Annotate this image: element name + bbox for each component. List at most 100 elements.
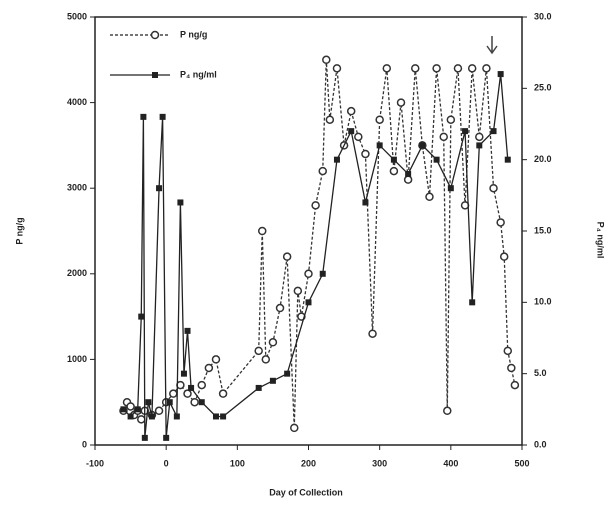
data-point <box>154 406 164 416</box>
data-point <box>183 389 192 398</box>
data-point <box>510 380 520 390</box>
data-point <box>396 98 406 107</box>
data-point <box>184 327 191 334</box>
data-point <box>254 346 263 356</box>
data-point <box>268 338 278 347</box>
data-point <box>218 389 228 398</box>
plot-frame <box>94 16 523 446</box>
x-axis-label: Day of Collection <box>269 487 343 497</box>
data-point <box>332 64 342 73</box>
data-point <box>503 346 513 356</box>
data-point <box>126 402 135 411</box>
data-point <box>141 434 148 441</box>
data-point <box>433 156 440 163</box>
data-point <box>497 71 504 78</box>
y-tick-label: 5000 <box>67 11 87 21</box>
x-tick-label: 0 <box>164 458 169 468</box>
data-point <box>134 406 141 413</box>
data-point <box>318 166 327 176</box>
data-point <box>368 329 377 338</box>
y-tick-label: 0 <box>82 439 87 449</box>
data-point <box>411 64 420 73</box>
data-point <box>169 389 178 398</box>
data-point <box>476 142 483 149</box>
data-point <box>190 397 199 407</box>
data-point <box>282 252 292 261</box>
data-point <box>304 269 313 279</box>
y-axis-label: P ng/g <box>14 217 24 244</box>
data-point <box>432 64 441 73</box>
x-tick-label: 100 <box>230 458 245 468</box>
y2-tick-label: 0.0 <box>534 439 547 449</box>
data-point <box>376 142 383 149</box>
data-point <box>140 113 147 120</box>
data-point <box>425 192 434 202</box>
arrow-annotation <box>486 36 498 55</box>
data-point <box>305 299 312 306</box>
data-point <box>333 156 340 163</box>
data-point <box>446 115 456 124</box>
data-point <box>447 185 454 192</box>
data-point <box>405 170 412 177</box>
data-point <box>188 384 195 391</box>
data-point <box>275 303 285 313</box>
data-point <box>159 113 166 120</box>
data-point <box>390 156 397 163</box>
data-point <box>173 413 180 420</box>
data-point <box>439 132 448 142</box>
data-point <box>443 406 452 416</box>
data-point <box>257 226 267 236</box>
data-point <box>467 64 477 73</box>
data-point <box>507 363 516 373</box>
data-point <box>490 128 497 135</box>
data-point <box>220 413 227 420</box>
x-tick-label: 200 <box>301 458 316 468</box>
data-point <box>148 413 155 420</box>
data-point <box>319 270 326 277</box>
data-point <box>354 132 363 142</box>
data-point <box>137 415 146 424</box>
data-point <box>163 434 170 441</box>
data-point <box>120 406 127 413</box>
data-point <box>375 115 384 124</box>
data-point <box>462 128 469 135</box>
data-point <box>290 423 299 433</box>
data-point <box>261 355 271 364</box>
y2-tick-label: 10.0 <box>534 297 552 307</box>
data-point <box>322 55 331 65</box>
y2-tick-label: 5.0 <box>534 368 547 378</box>
data-point <box>382 64 392 73</box>
legend-marker <box>152 72 158 78</box>
data-point <box>496 218 505 227</box>
legend-marker <box>150 30 160 40</box>
data-point <box>346 106 356 116</box>
data-point <box>284 370 291 377</box>
data-point <box>361 149 370 159</box>
data-point <box>211 355 221 364</box>
y2-tick-label: 30.0 <box>534 11 552 21</box>
data-point <box>469 299 476 306</box>
x-tick-label: 300 <box>372 458 387 468</box>
y2-tick-label: 25.0 <box>534 83 552 93</box>
series-line <box>123 73 509 438</box>
data-point <box>389 166 399 176</box>
data-point <box>166 399 173 406</box>
data-point <box>403 175 413 184</box>
data-point <box>180 370 187 377</box>
data-point <box>499 252 509 261</box>
data-point <box>489 183 498 193</box>
data-point <box>311 201 320 210</box>
y-tick-label: 2000 <box>67 268 87 278</box>
y-tick-label: 1000 <box>67 354 87 364</box>
data-point <box>293 286 303 296</box>
x-tick-label: 500 <box>514 458 529 468</box>
data-point <box>482 64 491 73</box>
y2-tick-label: 20.0 <box>534 154 552 164</box>
data-point <box>348 128 355 135</box>
data-point <box>453 64 463 73</box>
data-point <box>475 132 484 142</box>
data-point <box>255 384 262 391</box>
data-point <box>269 377 276 384</box>
data-point <box>197 380 206 390</box>
